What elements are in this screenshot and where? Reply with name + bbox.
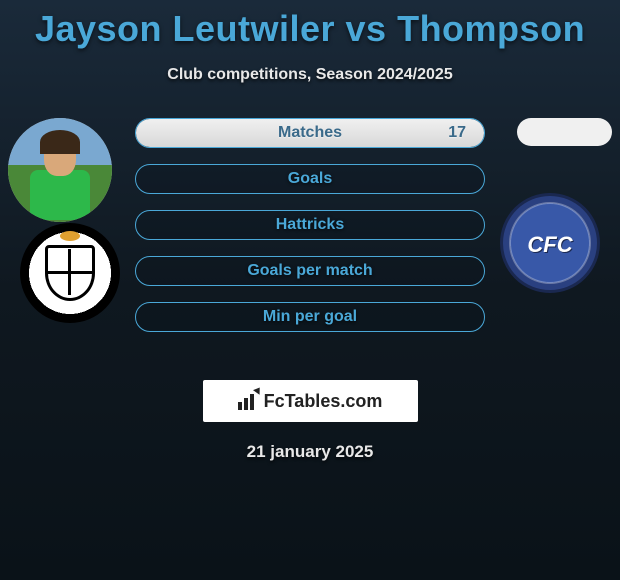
page-title: Jayson Leutwiler vs Thompson (0, 0, 620, 50)
player1-hair (40, 130, 80, 154)
stat-label-gpm: Goals per match (136, 257, 484, 285)
source-logo: FcTables.com (203, 380, 418, 422)
player1-shirt (30, 170, 90, 220)
stat-row-gpm: Goals per match (135, 256, 485, 286)
badge1-hbar (48, 271, 92, 274)
stat-row-goals: Goals (135, 164, 485, 194)
stat-row-mpg: Min per goal (135, 302, 485, 332)
stat-row-matches: Matches 17 (135, 118, 485, 148)
stat-label-goals: Goals (136, 165, 484, 193)
stat-row-hattricks: Hattricks (135, 210, 485, 240)
stat-value-matches: 17 (448, 119, 466, 147)
player2-club-badge: CFC (500, 193, 600, 293)
badge1-knot (60, 231, 80, 241)
stat-label-matches: Matches (136, 119, 484, 147)
arrow-icon (253, 385, 263, 395)
bar-chart-icon (238, 392, 260, 410)
logo-text: FcTables.com (264, 391, 383, 412)
subtitle: Club competitions, Season 2024/2025 (0, 66, 620, 84)
stat-label-hattricks: Hattricks (136, 211, 484, 239)
badge2-text: CFC (503, 232, 597, 258)
player1-club-badge (20, 223, 120, 323)
comparison-area: CFC Matches 17 Goals Hattricks Goals per… (0, 118, 620, 368)
player1-photo (8, 118, 112, 222)
date-label: 21 january 2025 (0, 442, 620, 462)
player2-photo-placeholder (517, 118, 612, 146)
stat-label-mpg: Min per goal (136, 303, 484, 331)
